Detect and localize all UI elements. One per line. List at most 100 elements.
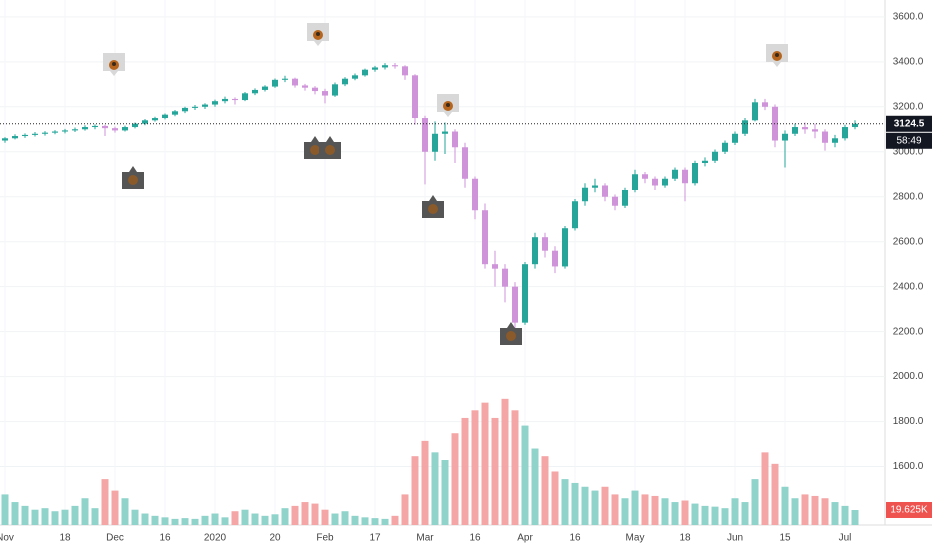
volume-bar	[701, 505, 709, 525]
candle-body	[552, 250, 558, 267]
candle-body	[142, 120, 148, 124]
volume-bar	[801, 494, 809, 525]
volume-bar	[61, 509, 69, 525]
volume-bar	[241, 509, 249, 525]
y-tick-label: 2800.0	[893, 191, 924, 202]
candle-body	[692, 163, 698, 184]
volume-bar	[831, 502, 839, 525]
candle-body	[452, 131, 458, 148]
volume-bar	[591, 490, 599, 525]
candle-body	[602, 185, 608, 197]
candle-body	[372, 67, 378, 70]
candle-body	[322, 91, 328, 96]
volume-bar	[551, 471, 559, 525]
volume-bar	[471, 410, 479, 525]
volume-last-label: 19.625K	[890, 505, 928, 516]
volume-bar	[251, 513, 259, 525]
y-tick-label: 3200.0	[893, 101, 924, 112]
x-tick-label: Feb	[316, 533, 334, 544]
volume-bar	[561, 479, 569, 525]
y-tick-label: 3600.0	[893, 12, 924, 23]
volume-bar	[661, 498, 669, 525]
candle-body	[282, 78, 288, 80]
volume-bar	[31, 509, 39, 525]
volume-bar	[111, 490, 119, 525]
y-tick-label: 3000.0	[893, 146, 924, 157]
candle-body	[222, 98, 228, 102]
candle-body	[412, 75, 418, 119]
volume-bar	[191, 518, 199, 525]
candle-body	[2, 138, 8, 141]
candle-body	[442, 131, 448, 134]
candle-body	[622, 189, 628, 206]
candle-body	[642, 174, 648, 179]
volume-bar	[221, 517, 229, 525]
x-tick-label: Dec	[106, 533, 124, 544]
candle-body	[652, 178, 658, 186]
x-tick-label: May	[626, 533, 645, 544]
candle-body	[312, 87, 318, 92]
volume-bar	[141, 513, 149, 525]
volume-bar	[381, 518, 389, 525]
volume-bar	[201, 515, 209, 525]
candle-body	[212, 101, 218, 105]
candle-body	[332, 84, 338, 96]
candle-body	[722, 142, 728, 152]
countdown-label: 58:49	[896, 135, 921, 146]
bull-marker	[319, 136, 341, 159]
x-tick-label: 16	[159, 533, 171, 544]
volume-bar	[1, 494, 9, 525]
candle-body	[682, 169, 688, 184]
volume-bar	[341, 511, 349, 525]
volume-bar	[721, 508, 729, 525]
volume-bar	[271, 514, 279, 525]
candle-body	[532, 237, 538, 265]
candle-body	[672, 169, 678, 179]
volume-bar	[761, 452, 769, 525]
candle-body	[482, 210, 488, 265]
candle-body	[842, 127, 848, 139]
volume-bar	[301, 502, 309, 525]
candle-body	[62, 130, 68, 132]
volume-bar	[691, 503, 699, 525]
volume-bar	[91, 508, 99, 525]
volume-bar	[151, 515, 159, 525]
candle-body	[12, 136, 18, 139]
axis-labels: 1600.0 1800.0 2000.0 2200.0 2400.0 2600.0 2800…	[0, 12, 932, 544]
volume-bar	[521, 425, 529, 525]
candle-body	[172, 111, 178, 115]
candle-body	[102, 125, 108, 129]
volume-bar	[361, 517, 369, 525]
candle-body	[522, 264, 528, 323]
volume-bar	[321, 509, 329, 525]
volume-bar	[41, 508, 49, 525]
volume-bar	[711, 506, 719, 525]
candle-body	[352, 75, 358, 79]
candle-body	[262, 86, 268, 90]
candle-body	[132, 123, 138, 128]
idea-markers	[103, 23, 788, 345]
volume-bar	[791, 498, 799, 525]
volume-bar	[751, 479, 759, 525]
candle-body	[112, 128, 118, 131]
volume-bar	[601, 486, 609, 525]
candle-body	[742, 120, 748, 134]
volume-bar	[171, 518, 179, 525]
volume-bar	[621, 498, 629, 525]
volume-bar	[391, 515, 399, 525]
candle-body	[562, 228, 568, 267]
volume-bar	[81, 498, 89, 525]
y-tick-label: 3400.0	[893, 56, 924, 67]
volume-bar	[731, 498, 739, 525]
candle-body	[92, 125, 98, 128]
candle-body	[712, 151, 718, 161]
candle-body	[782, 133, 788, 141]
volume-bar	[121, 498, 129, 525]
countdown-box	[886, 132, 932, 149]
candle-body	[32, 133, 38, 135]
volume-bar	[431, 452, 439, 525]
candle-body	[182, 107, 188, 112]
candle-body	[512, 286, 518, 323]
volume-bar	[501, 398, 509, 525]
